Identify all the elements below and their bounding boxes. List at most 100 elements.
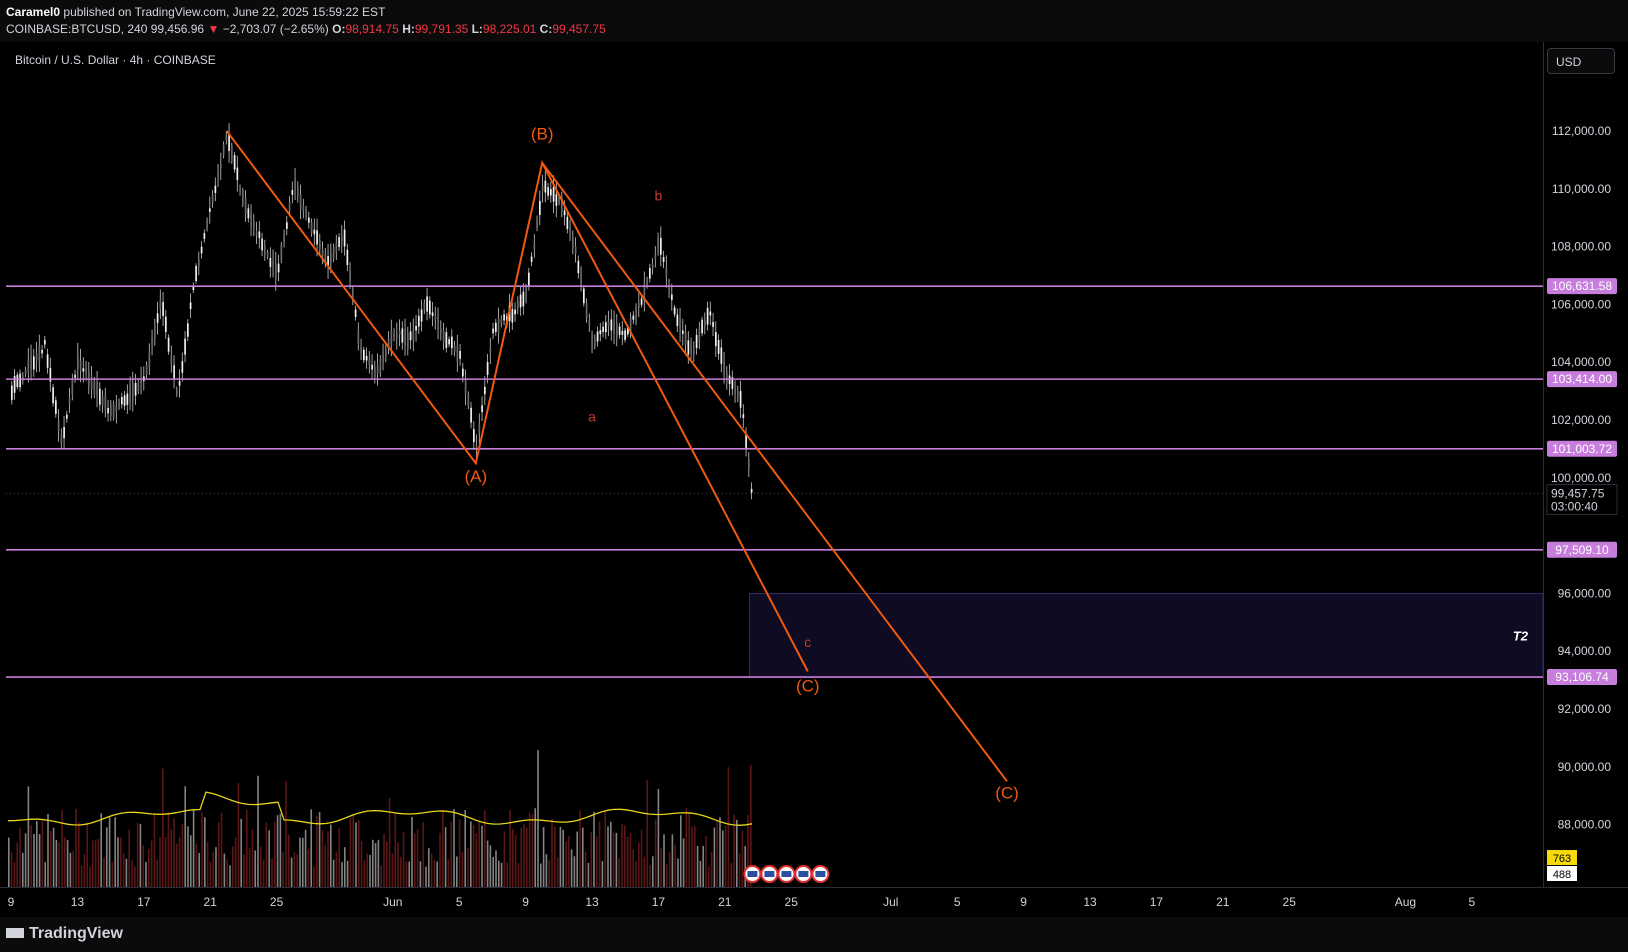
author-name[interactable]: Caramel0: [6, 5, 61, 19]
candle-body: [418, 315, 420, 327]
candle-body: [167, 337, 170, 352]
volume-bar: [69, 852, 72, 887]
volume-bar: [481, 825, 483, 887]
candle-body: [49, 368, 52, 382]
candle-body: [618, 326, 621, 336]
volume-bar: [486, 840, 489, 887]
volume-bar: [302, 837, 304, 887]
volume-bar: [307, 848, 310, 887]
candle-body: [720, 347, 723, 364]
wave-line: [225, 130, 809, 672]
candle-body: [583, 288, 585, 304]
candle-body: [288, 201, 291, 211]
volume-bar: [590, 832, 592, 887]
candle-body: [495, 322, 497, 332]
volume-bar: [150, 840, 153, 887]
volume-bar: [621, 824, 623, 887]
candle-body: [165, 316, 167, 333]
volume-bar: [738, 853, 741, 887]
volume-bar: [122, 853, 125, 887]
candle-body: [558, 196, 560, 203]
candle-body: [291, 190, 294, 195]
candle-body: [415, 325, 417, 331]
volume-bar: [240, 818, 242, 887]
tradingview-mark-icon: [6, 927, 24, 938]
level-price-label: 93,106.74: [1555, 670, 1609, 684]
candle-body: [132, 383, 134, 401]
candle-body: [541, 186, 544, 192]
volume-bar: [584, 851, 587, 887]
candle-body: [478, 424, 481, 434]
volume-bar: [299, 837, 301, 887]
volume-bar: [111, 862, 114, 887]
candle-body: [184, 338, 186, 355]
volume-bar: [92, 840, 94, 887]
high-label: H:: [402, 22, 415, 36]
volume-bar: [64, 837, 66, 887]
candle-body: [706, 307, 709, 325]
price-change: −2,703.07 (−2.65%): [222, 22, 329, 36]
candle-body: [596, 331, 599, 342]
low-value: 98,225.01: [482, 22, 537, 36]
candle-body: [266, 252, 269, 257]
volume-bar: [629, 833, 632, 887]
candle-body: [398, 330, 401, 335]
volume-bar: [13, 862, 16, 887]
price-chart[interactable]: T2 106,631.58 103,414.00 101,003.72 97,509.1…: [0, 42, 1628, 917]
x-tick-label: Jun: [383, 895, 402, 909]
symbol-title: Bitcoin / U.S. Dollar · 4h · COINBASE: [15, 53, 216, 67]
candle-body: [456, 346, 459, 361]
volume-bar: [433, 859, 436, 887]
volume-bar: [615, 832, 618, 887]
volume-bar: [545, 854, 548, 887]
volume-bar: [587, 862, 590, 887]
candle-body: [588, 320, 591, 326]
volume-bar: [722, 830, 724, 887]
volume-bar: [741, 830, 744, 887]
currency-button[interactable]: USD: [1547, 48, 1615, 74]
volume-bar: [377, 839, 380, 887]
volume-bar: [358, 820, 360, 887]
candle-body: [500, 319, 503, 324]
candle-body: [140, 377, 142, 384]
volume-bar: [660, 847, 662, 887]
volume-bar: [125, 858, 128, 887]
candle-body: [145, 365, 148, 376]
candle-body: [258, 231, 261, 239]
candle-body: [475, 446, 478, 450]
tradingview-logo[interactable]: TradingView: [6, 925, 123, 943]
candle-body: [563, 210, 566, 216]
candle-body: [24, 369, 27, 375]
candle-body: [121, 397, 123, 405]
candle-body: [93, 380, 96, 395]
volume-bar: [352, 813, 354, 887]
candle-body: [371, 364, 373, 370]
wave-label-major: (B): [531, 125, 554, 144]
candle-body: [261, 238, 263, 251]
candle-body: [423, 303, 426, 311]
candle-body: [671, 294, 673, 300]
candle-body: [374, 367, 376, 378]
volume-bar: [509, 809, 511, 887]
candle-body: [96, 382, 98, 397]
volume-bar: [618, 858, 620, 887]
candle-body: [264, 246, 266, 255]
candle-body: [693, 348, 695, 355]
x-tick-label: 25: [785, 895, 799, 909]
volume-bar: [27, 786, 30, 887]
candle-body: [654, 254, 657, 259]
candle-body: [660, 237, 662, 255]
volume-bar: [58, 842, 60, 887]
candle-body: [71, 378, 74, 396]
candle-body: [250, 213, 252, 227]
candle-body: [676, 314, 679, 326]
candle-body: [665, 267, 668, 276]
level-price-label: 97,509.10: [1555, 543, 1609, 557]
candle-body: [354, 309, 357, 317]
candle-body: [283, 234, 285, 243]
candle-body: [679, 317, 681, 333]
volume-bar: [36, 821, 38, 887]
candle-body: [74, 374, 76, 378]
volume-bar: [386, 841, 388, 887]
candle-body: [52, 387, 54, 404]
